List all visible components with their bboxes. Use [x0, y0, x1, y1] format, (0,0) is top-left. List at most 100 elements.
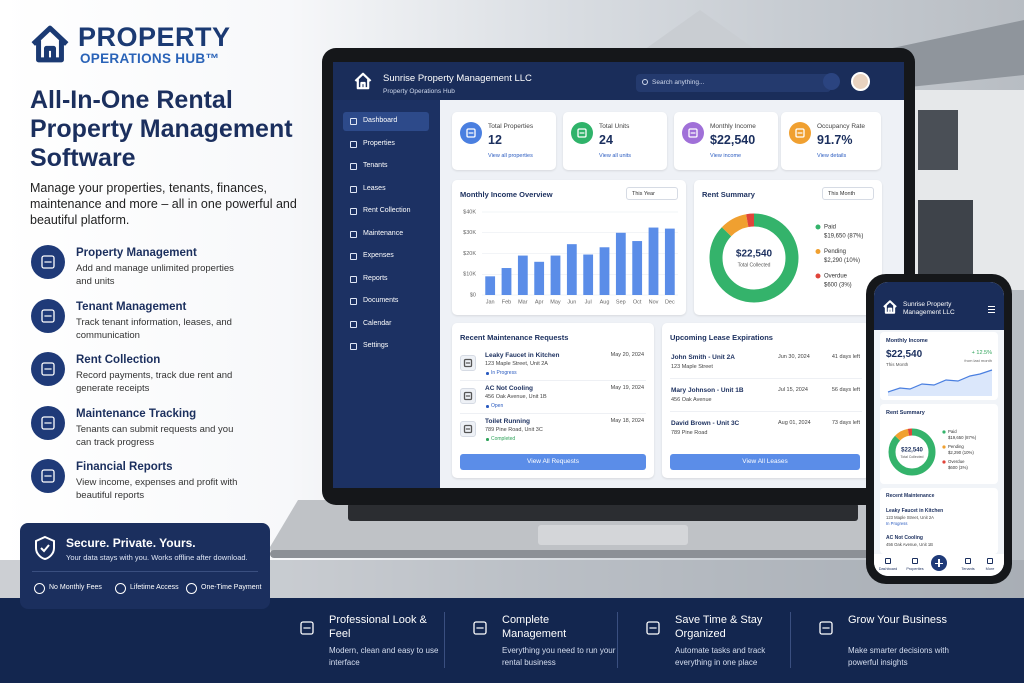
- nav-item[interactable]: Expenses: [343, 247, 429, 266]
- icon: [300, 621, 314, 635]
- status-dot: [486, 438, 489, 441]
- tab-label[interactable]: Properties: [906, 567, 924, 571]
- x-tick-label: Mar: [518, 299, 528, 305]
- bar: [632, 241, 643, 295]
- stat-card: Total Units 24 View all units: [563, 112, 667, 170]
- x-tick-label: May: [550, 299, 561, 305]
- donut-total: $22,540: [901, 448, 923, 454]
- donut-segment: [888, 428, 936, 476]
- lease-days: 73 days left: [831, 420, 860, 426]
- tab-label[interactable]: Tenants: [961, 567, 975, 571]
- legend-dot: [815, 249, 821, 254]
- stat-link[interactable]: View all units: [599, 153, 631, 159]
- legend-dot: [942, 460, 946, 464]
- filter-select[interactable]: This Month: [822, 187, 874, 200]
- status-dot: [486, 372, 489, 375]
- search-box[interactable]: Search anything...: [636, 74, 831, 92]
- legend-value: $600 (3%): [948, 465, 968, 470]
- nav-item[interactable]: Leases: [343, 180, 429, 199]
- nav-icon: [350, 163, 357, 170]
- icon: [41, 308, 55, 323]
- nav-icon: [350, 118, 357, 125]
- search-placeholder: Search anything...: [652, 79, 705, 86]
- request-title: Leaky Faucet in Kitchen: [485, 352, 560, 359]
- icon-shape: [473, 621, 487, 635]
- view-leases-button[interactable]: View All Leases: [670, 454, 860, 470]
- stat-link[interactable]: View details: [817, 153, 847, 159]
- legend-name: Paid: [948, 429, 957, 434]
- legend-dot: [942, 430, 946, 434]
- nav-icon: [350, 185, 357, 193]
- request-icon: [460, 421, 476, 437]
- stat-value: 91.7%: [817, 133, 853, 147]
- nav-item[interactable]: Calendar: [343, 315, 429, 334]
- nav-item[interactable]: Dashboard: [343, 112, 429, 131]
- laptop-screen: Sunrise Property Management LLC Property …: [333, 62, 904, 488]
- icon-shape: [300, 621, 314, 635]
- nav-item[interactable]: Maintenance: [343, 225, 429, 244]
- lease-days: 56 days left: [831, 387, 860, 393]
- legend-name: Paid: [824, 225, 836, 231]
- icon-shape: [41, 415, 55, 430]
- add-button[interactable]: [931, 555, 947, 571]
- card-title: Upcoming Lease Expirations: [670, 333, 773, 342]
- stat-card: Total Properties 12 View all properties: [452, 112, 556, 170]
- shield-shape: [35, 535, 55, 561]
- legend-value: $2,290 (10%): [824, 258, 860, 264]
- tab-icon[interactable]: [885, 558, 891, 564]
- tab-icon[interactable]: [912, 558, 918, 564]
- divider: [670, 411, 862, 412]
- donut-segment: [709, 213, 799, 303]
- nav-item[interactable]: Documents: [343, 292, 429, 311]
- house-icon: [883, 300, 897, 314]
- icon: [41, 415, 55, 430]
- tab-icon[interactable]: [965, 558, 971, 564]
- nav-item[interactable]: Reports: [343, 270, 429, 289]
- divider: [670, 378, 862, 379]
- legend-value: $2,290 (10%): [948, 450, 974, 455]
- tab-icon[interactable]: [987, 558, 993, 564]
- benefit-title: Grow Your Business: [848, 614, 948, 626]
- benefit-title: Professional Look & Feel: [329, 614, 427, 640]
- plus-v: [938, 559, 940, 567]
- legend-name: Overdue: [824, 274, 848, 280]
- filter-select[interactable]: This Year: [626, 187, 678, 200]
- card-title: Monthly Income Overview: [460, 190, 553, 199]
- feature-text: Record payments, track due rent and gene…: [76, 370, 233, 394]
- nav-label: Maintenance: [363, 229, 404, 237]
- nav-label: Calendar: [363, 319, 392, 327]
- headline: All-In-One Rental Property Management So…: [30, 86, 293, 172]
- nav-item[interactable]: Settings: [343, 337, 429, 356]
- stat-link[interactable]: View all properties: [488, 153, 533, 159]
- nav-label: Leases: [363, 184, 386, 192]
- tab-label[interactable]: Dashboard: [878, 567, 898, 571]
- legend-value: $600 (3%): [824, 283, 852, 289]
- nav-label: Reports: [363, 274, 388, 282]
- view-requests-button[interactable]: View All Requests: [460, 454, 646, 470]
- nav-item[interactable]: Rent Collection: [343, 202, 429, 221]
- menu-line: [988, 309, 995, 310]
- menu-line: [988, 306, 995, 307]
- nav-item[interactable]: Tenants: [343, 157, 429, 176]
- lease-date: Aug 01, 2024: [778, 420, 811, 426]
- avatar[interactable]: [851, 72, 870, 91]
- income-change-note: from last month: [964, 358, 992, 363]
- stat-value: $22,540: [710, 133, 756, 147]
- secure-box: Secure. Private. Yours. Your data stays w…: [20, 523, 270, 609]
- income-value: $22,540: [886, 349, 923, 360]
- icon-shape: [41, 469, 55, 483]
- benefit-text: Modern, clean and easy to use interface: [329, 646, 439, 667]
- stat-card: Monthly Income $22,540 View income: [674, 112, 778, 170]
- stat-link[interactable]: View income: [710, 153, 742, 159]
- request-title: Leaky Faucet in Kitchen: [886, 508, 944, 514]
- nav-item[interactable]: Properties: [343, 135, 429, 154]
- stat-label: Monthly Income: [710, 123, 756, 130]
- icon: [41, 255, 55, 269]
- notification-button[interactable]: [823, 73, 840, 90]
- legend-value: $19,650 (87%): [948, 435, 977, 440]
- tab-label[interactable]: More: [985, 567, 995, 571]
- request-date: May 19, 2024: [610, 385, 644, 391]
- house-outline: [31, 25, 69, 63]
- stat-value: 12: [488, 133, 502, 147]
- lease-days: 41 days left: [831, 354, 860, 360]
